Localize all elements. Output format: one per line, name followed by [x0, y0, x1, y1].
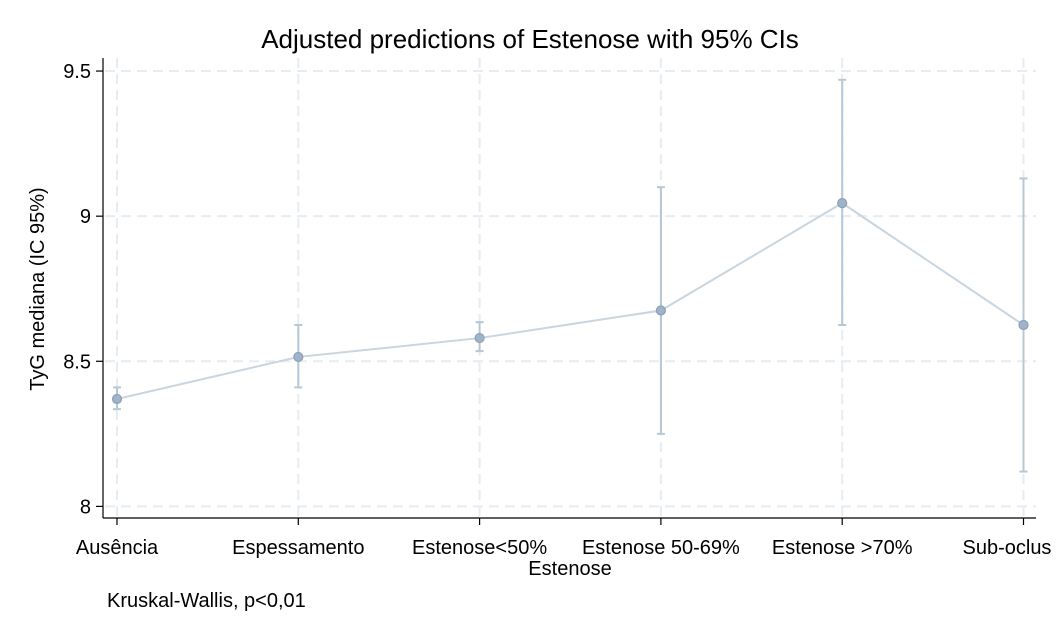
chart-title: Adjusted predictions of Estenose with 95…: [261, 24, 799, 54]
x-tick-label-1: Espessamento: [232, 537, 364, 559]
x-tick-label-4: Estenose >70%: [772, 537, 913, 559]
x-tick-label-5: Sub-oclus: [963, 537, 1052, 559]
data-point-3: [655, 305, 667, 316]
data-point-2: [474, 332, 485, 344]
x-tick-label-3: Estenose 50-69%: [582, 537, 740, 559]
y-tick-label-2: 9: [80, 206, 91, 228]
data-point-1: [293, 351, 304, 363]
data-point-5: [1018, 319, 1029, 331]
x-tick-label-2: Estenose<50%: [412, 537, 547, 559]
grid-lines: [105, 58, 1036, 516]
x-tick-label-0: Ausência: [76, 537, 159, 559]
chart-note: Kruskal-Wallis, p<0,01: [107, 590, 306, 612]
series-line: [116, 201, 1025, 400]
y-tick-label-0: 8: [80, 496, 91, 518]
y-axis-title: TyG mediana (IC 95%): [27, 187, 49, 390]
x-axis-title: Estenose: [528, 558, 611, 580]
y-tick-label-1: 8.5: [63, 351, 91, 373]
data-point-0: [111, 393, 123, 405]
data-point-4: [837, 198, 848, 209]
axes: 8 8.5 9 9.5 Ausência Espessamento Estenose<50%…: [63, 58, 1051, 559]
series: [111, 78, 1029, 473]
y-tick-label-3: 9.5: [63, 61, 91, 83]
